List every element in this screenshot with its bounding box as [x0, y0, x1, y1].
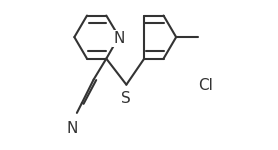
Text: S: S	[121, 91, 131, 106]
Text: N: N	[113, 31, 125, 46]
Text: N: N	[67, 121, 78, 136]
Text: Cl: Cl	[198, 78, 213, 93]
